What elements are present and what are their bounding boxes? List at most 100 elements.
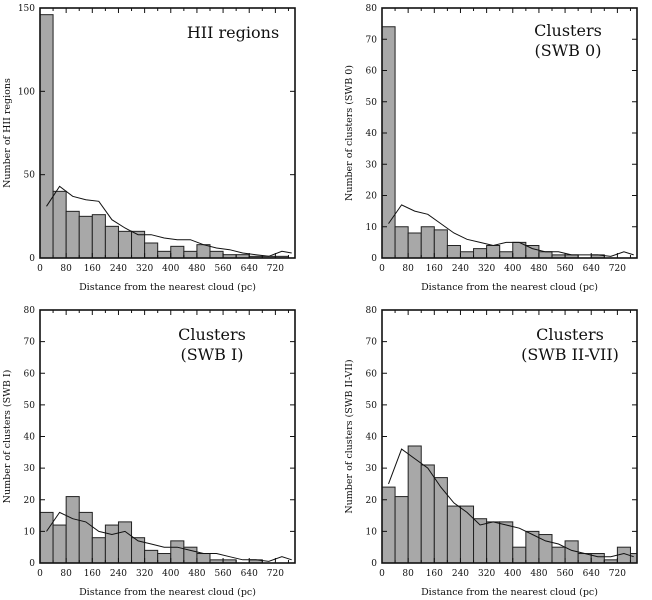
x-tick-label: 240 xyxy=(452,264,469,274)
histogram-bar xyxy=(209,250,224,259)
histogram-bar xyxy=(157,250,172,259)
x-axis-label: Distance from the nearest cloud (pc) xyxy=(421,282,598,293)
smoothed-distribution-line xyxy=(388,448,634,558)
x-tick-label: 80 xyxy=(402,264,414,274)
histogram-bar xyxy=(486,521,501,564)
y-tick-label: 0 xyxy=(371,559,377,569)
panel-subtitle: (SWB I) xyxy=(180,345,243,364)
x-tick-label: 320 xyxy=(136,569,153,579)
y-tick-label: 70 xyxy=(366,35,378,45)
histogram-bar xyxy=(499,521,514,564)
x-tick-label: 720 xyxy=(609,569,626,579)
x-tick-label: 320 xyxy=(478,569,495,579)
histogram-bar xyxy=(473,248,488,259)
y-tick-label: 40 xyxy=(366,129,378,139)
histogram-bar xyxy=(446,505,461,564)
x-tick-label: 0 xyxy=(379,569,385,579)
histogram-bar xyxy=(183,250,198,259)
histogram-bar xyxy=(91,214,106,259)
histogram-bar xyxy=(104,225,119,259)
histogram-bar xyxy=(39,511,54,564)
x-tick-label: 640 xyxy=(241,569,258,579)
y-tick-label: 40 xyxy=(24,433,36,443)
y-tick-label: 70 xyxy=(366,338,378,348)
y-tick-label: 70 xyxy=(24,338,36,348)
x-tick-label: 320 xyxy=(136,264,153,274)
smoothed-distribution-line xyxy=(46,511,292,562)
histogram-bar xyxy=(157,553,172,564)
histogram-bar xyxy=(91,537,106,564)
histogram-bar xyxy=(459,251,475,259)
histogram-bar xyxy=(499,251,514,259)
y-tick-label: 20 xyxy=(366,192,378,202)
y-axis-label: Number of clusters (SWB II-VII) xyxy=(344,359,355,513)
y-tick-label: 0 xyxy=(29,254,35,264)
y-tick-label: 80 xyxy=(366,306,378,316)
y-tick-label: 30 xyxy=(366,464,378,474)
histogram-bar xyxy=(538,251,553,259)
panel-clusters-swb-ii-vii: 0 80 160 240 320 400 480 560 640 720 0 10 20 30 40 50 60… xyxy=(344,306,638,598)
histogram-bar xyxy=(131,230,146,259)
y-tick-label: 50 xyxy=(366,401,378,411)
panel-subtitle: (SWB 0) xyxy=(535,41,602,60)
y-tick-label: 30 xyxy=(24,464,36,474)
histogram-bar xyxy=(525,245,540,259)
x-tick-label: 0 xyxy=(37,569,43,579)
histogram-bar xyxy=(144,242,159,259)
x-tick-label: 560 xyxy=(214,569,231,579)
histogram-bar xyxy=(420,226,435,259)
y-axis-label: Number of clusters (SWB 0) xyxy=(344,65,355,201)
x-tick-label: 640 xyxy=(241,264,258,274)
x-tick-label: 480 xyxy=(188,264,205,274)
x-tick-label: 720 xyxy=(267,264,284,274)
x-axis-label: Distance from the nearest cloud (pc) xyxy=(421,587,598,598)
y-tick-label: 0 xyxy=(371,254,377,264)
y-tick-label: 0 xyxy=(29,559,35,569)
histogram-bar xyxy=(394,496,409,564)
x-tick-label: 400 xyxy=(504,264,521,274)
histogram-bar xyxy=(394,226,409,259)
x-tick-label: 0 xyxy=(37,264,43,274)
plot-frame xyxy=(39,7,296,259)
x-tick-label: 640 xyxy=(583,569,600,579)
histogram-bar xyxy=(117,230,133,259)
y-tick-label: 20 xyxy=(366,496,378,506)
x-tick-label: 400 xyxy=(504,569,521,579)
smoothed-distribution-line xyxy=(388,204,634,257)
histogram-bar xyxy=(65,210,80,259)
x-tick-label: 160 xyxy=(426,264,443,274)
x-tick-label: 240 xyxy=(110,569,127,579)
smoothed-distribution-line xyxy=(46,185,292,257)
histogram-bar xyxy=(78,511,93,564)
x-tick-label: 560 xyxy=(556,569,573,579)
histogram-bar xyxy=(117,521,133,564)
y-tick-label: 40 xyxy=(366,433,378,443)
histogram-bar xyxy=(629,553,638,564)
histogram-bar xyxy=(420,464,435,564)
x-tick-label: 80 xyxy=(402,569,414,579)
histogram-bar xyxy=(65,496,80,564)
x-tick-label: 80 xyxy=(60,569,72,579)
panel-hii-regions: 0 80 160 240 320 400 480 560 640 720 0 50 100 150 Dist… xyxy=(2,4,296,293)
x-axis-label: Distance from the nearest cloud (pc) xyxy=(79,587,256,598)
panel-clusters-swb-0: 0 80 160 240 320 400 480 560 640 720 0 10 20 30 40 50 60… xyxy=(344,4,638,293)
histogram-bar xyxy=(381,486,396,564)
panel-title: HII regions xyxy=(187,23,279,42)
x-tick-label: 640 xyxy=(583,264,600,274)
panel-title: Clusters xyxy=(178,325,246,344)
histogram-bar xyxy=(170,540,185,564)
histogram-bar xyxy=(52,190,67,259)
histogram-bar xyxy=(525,530,540,564)
x-tick-label: 480 xyxy=(530,264,547,274)
y-tick-label: 60 xyxy=(24,369,36,379)
y-tick-label: 50 xyxy=(366,98,378,108)
y-axis-label: Number of clusters (SWB I) xyxy=(2,370,13,504)
y-tick-label: 50 xyxy=(24,171,36,181)
x-tick-label: 720 xyxy=(267,569,284,579)
x-tick-label: 320 xyxy=(478,264,495,274)
x-tick-label: 400 xyxy=(162,264,179,274)
histogram-bar xyxy=(407,445,422,564)
histogram-bar xyxy=(551,546,566,564)
x-tick-label: 80 xyxy=(60,264,72,274)
x-tick-label: 400 xyxy=(162,569,179,579)
